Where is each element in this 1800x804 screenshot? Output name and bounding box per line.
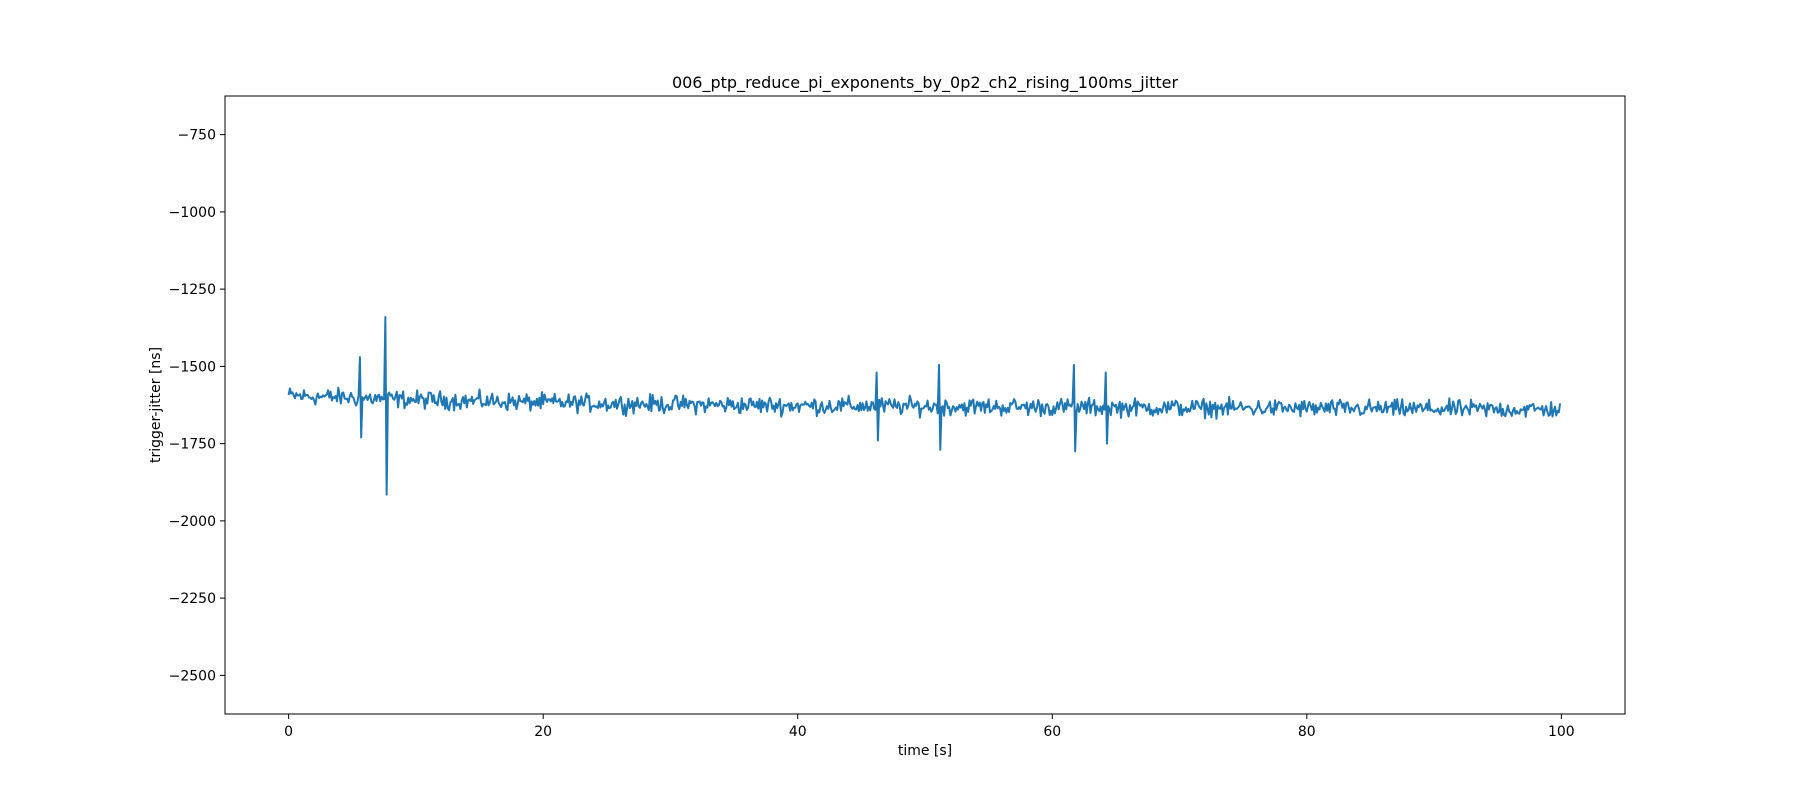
y-axis: −750 −1000 −1250 −1500 −1750 −2000 −2250 −2500	[169, 128, 225, 684]
y-tick-label: −2000	[169, 514, 216, 530]
x-tick-label: 0	[284, 724, 293, 740]
y-tick-label: −750	[178, 128, 216, 144]
y-tick-label: −1750	[169, 437, 216, 453]
plot-frame	[224, 95, 1626, 715]
x-tick-label: 60	[1043, 724, 1061, 740]
x-axis: 0 20 40 60 80 100	[284, 714, 1575, 740]
x-tick-label: 100	[1548, 724, 1575, 740]
series-layer	[287, 315, 1562, 496]
x-tick-label: 40	[789, 724, 807, 740]
x-axis-label: time [s]	[898, 743, 952, 759]
chart-title: 006_ptp_reduce_pi_exponents_by_0p2_ch2_r…	[672, 73, 1179, 93]
y-axis-label: trigger-jitter [ns]	[148, 347, 164, 463]
y-tick-label: −2250	[169, 591, 216, 607]
series-line	[287, 315, 1562, 496]
x-tick-label: 80	[1298, 724, 1316, 740]
x-tick-label: 20	[534, 724, 552, 740]
y-tick-label: −2500	[169, 668, 216, 684]
y-tick-label: −1500	[169, 359, 216, 375]
y-tick-label: −1250	[169, 282, 216, 298]
y-tick-label: −1000	[169, 205, 216, 221]
